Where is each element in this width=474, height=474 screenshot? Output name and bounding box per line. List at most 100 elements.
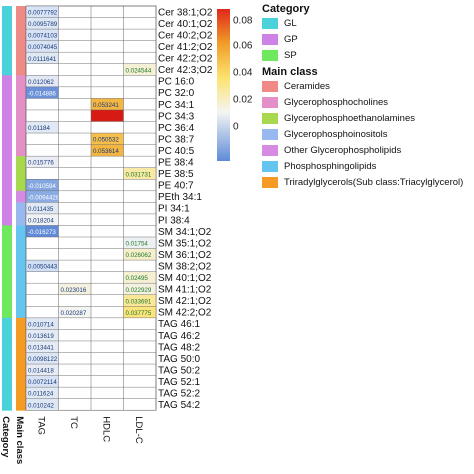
- category-annotation-cell: [2, 283, 12, 296]
- main-class-annotation-cell: [16, 121, 26, 134]
- main-class-annotation-cell: [16, 86, 26, 99]
- category-annotation-cell: [2, 144, 12, 157]
- heatmap-cell: [26, 40, 59, 53]
- legend-item: GL: [262, 15, 310, 31]
- heatmap-cell: [26, 179, 59, 191]
- colorbar-tick-label: 0.04: [233, 67, 253, 79]
- heatmap-cell: [26, 225, 59, 237]
- legend-item: SP: [262, 47, 310, 63]
- heatmap-cell: [26, 364, 59, 376]
- row-label: Cer 42:3;O2: [158, 65, 213, 76]
- heatmap-cell-label: 0.0111641: [28, 56, 57, 63]
- legend-swatch: [262, 49, 278, 61]
- heatmap-cell: [26, 352, 59, 365]
- heatmap-cell: [26, 121, 59, 134]
- legend-item: Glycerophosphoethanolamines: [262, 110, 463, 126]
- main-class-annotation-cell: [16, 190, 26, 203]
- category-annotation-cell: [2, 213, 12, 226]
- category-annotation-cell: [2, 364, 12, 376]
- legend-swatch: [262, 33, 278, 45]
- heatmap-cell-label: 0.0098122: [28, 356, 58, 363]
- heatmap-cell-label: 0.023016: [61, 287, 87, 294]
- heatmap-cell: [26, 317, 59, 330]
- category-annotation-cell: [2, 237, 12, 249]
- category-annotation-cell: [2, 17, 12, 30]
- legend-swatch: [262, 176, 278, 188]
- row-label: PE 40:7: [158, 181, 194, 192]
- heatmap-cell-label: 0.014418: [28, 368, 54, 375]
- main-class-annotation-cell: [16, 375, 26, 388]
- heatmap-cell-label: 0.0074103: [28, 33, 58, 40]
- heatmap-cell: [26, 17, 59, 30]
- main-class-annotation-cell: [16, 317, 26, 330]
- legend-item: Glycerophosphocholines: [262, 94, 463, 110]
- heatmap-cell-label: 0.01754: [126, 241, 149, 248]
- row-label: PC 38:7: [158, 134, 195, 145]
- category-legend: Category GL GP SP: [262, 3, 310, 63]
- colorbar-tick-label: 0.02: [233, 94, 253, 106]
- heatmap-cell: [26, 29, 59, 41]
- heatmap-cell: [26, 387, 59, 399]
- category-annotation-cell: [2, 6, 12, 18]
- row-label: SM 42:2;O2: [158, 308, 212, 319]
- heatmap-cell-label: -0.014886: [28, 90, 56, 97]
- legend-item: Ceramides: [262, 78, 463, 94]
- column-label: HDLC: [100, 416, 111, 442]
- heatmap-cell-label: -0.016273: [28, 229, 56, 236]
- legend-swatch: [262, 17, 278, 29]
- main-class-annotation-cell: [16, 364, 26, 376]
- main-class-annotation-cell: [16, 40, 26, 53]
- legend-label: Glycerophosphocholines: [284, 96, 389, 108]
- heatmap-cell-label: 0.022929: [126, 287, 152, 294]
- legend-swatch: [262, 160, 278, 172]
- row-label: TAG 52:1: [158, 377, 200, 388]
- heatmap-cell-label: 0.02495: [126, 275, 149, 282]
- category-annotation-cell: [2, 52, 12, 65]
- heatmap-cell-label: 0.0072114: [28, 379, 57, 386]
- legend-label: GP: [284, 33, 298, 45]
- row-label: PE 38:5: [158, 169, 194, 180]
- legend-swatch: [262, 144, 278, 156]
- legend-label: Phosphosphingolipids: [284, 160, 377, 172]
- category-annotation-cell: [2, 190, 12, 203]
- column-label: TC: [68, 416, 79, 429]
- heatmap-cell: [26, 156, 59, 168]
- category-annotation-cell: [2, 352, 12, 365]
- colorbar-tick-label: 0.06: [233, 40, 253, 52]
- row-label: SM 35:1;O2: [158, 238, 212, 249]
- category-annotation-cell: [2, 133, 12, 145]
- legend-item: Triradylglycerols(Sub class:Triacylglyce…: [262, 174, 463, 190]
- category-annotation-cell: [2, 179, 12, 192]
- row-label: SM 41:1;O2: [158, 285, 212, 296]
- heatmap-cell-label: 0.0095789: [28, 21, 58, 28]
- main-class-annotation-cell: [16, 17, 26, 30]
- category-annotation-cell: [2, 75, 12, 88]
- heatmap-cell: [26, 260, 59, 272]
- category-annotation-cell: [2, 167, 12, 180]
- heatmap-cell: [123, 167, 156, 180]
- heatmap-cell-label: 0.013441: [28, 345, 54, 352]
- row-label: PI 38:4: [158, 215, 190, 226]
- category-annotation-cell: [2, 225, 12, 238]
- row-label: PEth 34:1: [158, 192, 202, 203]
- heatmap-cell: [123, 306, 156, 318]
- heatmap-cell-label: 0.0050443: [28, 264, 58, 271]
- main-class-legend-title: Main class: [262, 66, 318, 78]
- heatmap-cell-label: 0.011435: [28, 206, 54, 213]
- main-class-annotation-cell: [16, 179, 26, 192]
- heatmap-cell: [123, 63, 156, 76]
- legend-label: Other Glycerophospholipids: [284, 144, 402, 156]
- legend-item: Glycerophosphoinositols: [262, 126, 463, 142]
- heatmap-cell: [26, 52, 59, 64]
- row-label: PC 36:4: [158, 123, 195, 134]
- main-class-annotation-cell: [16, 6, 26, 18]
- row-label: TAG 50:0: [158, 354, 200, 365]
- category-annotation-cell: [2, 317, 12, 330]
- heatmap-cell-label: 0.050532: [93, 137, 119, 144]
- category-annotation-cell: [2, 121, 12, 134]
- category-annotation-cell: [2, 98, 12, 111]
- row-label: TAG 54:2: [158, 400, 200, 411]
- main-class-annotation-cell: [16, 133, 26, 145]
- main-class-annotation-cell: [16, 75, 26, 88]
